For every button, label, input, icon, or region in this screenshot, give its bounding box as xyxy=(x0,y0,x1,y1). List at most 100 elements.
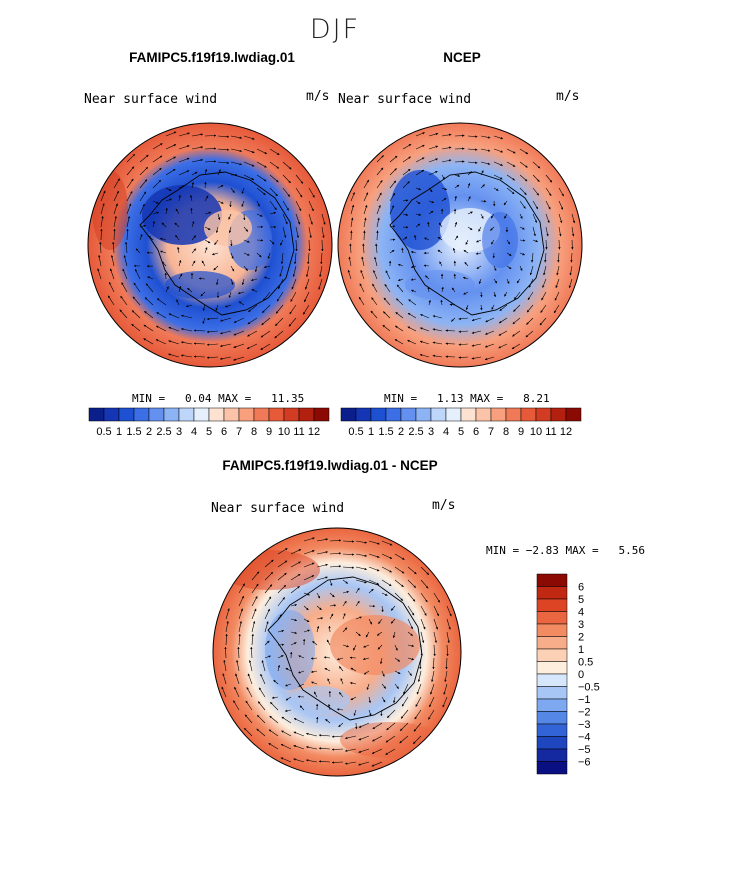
colorbar-label: 1 xyxy=(578,644,584,656)
wind-vector xyxy=(410,278,417,281)
wind-vector xyxy=(545,174,553,183)
wind-vector xyxy=(463,249,469,254)
wind-vector xyxy=(363,179,370,189)
wind-vector xyxy=(376,217,380,228)
wind-vector xyxy=(244,714,253,724)
wind-vector xyxy=(256,174,267,182)
wind-vector xyxy=(303,562,315,568)
wind-vector xyxy=(279,265,284,277)
wind-vector xyxy=(245,700,253,711)
wind-vector xyxy=(299,705,305,711)
map1-field xyxy=(88,123,332,367)
wind-vector xyxy=(143,324,154,332)
wind-vector xyxy=(390,618,396,624)
wind-vector xyxy=(376,180,383,189)
wind-vector xyxy=(318,747,331,750)
wind-vector xyxy=(261,317,271,326)
colorbar-label: 2.5 xyxy=(408,426,423,438)
colorbar-swatch xyxy=(505,407,522,422)
wind-vector xyxy=(139,234,143,241)
wind-vector xyxy=(462,276,469,280)
colorbar-label: −4 xyxy=(578,732,591,744)
colorbar-label: 3 xyxy=(428,426,434,438)
wind-vector xyxy=(293,718,305,724)
wind-vector xyxy=(260,330,271,338)
wind-vector xyxy=(250,646,253,659)
map2-border xyxy=(337,122,583,368)
wind-vector xyxy=(303,550,315,555)
colorbar-label: 2 xyxy=(398,426,404,438)
wind-vector xyxy=(307,252,310,265)
map3-border xyxy=(212,527,462,777)
wind-vector xyxy=(198,277,206,280)
wind-vector xyxy=(381,696,386,703)
wind-vector xyxy=(385,735,396,743)
wind-vector xyxy=(152,211,159,215)
wind-vector xyxy=(394,683,399,689)
wind-vector xyxy=(532,174,540,182)
wind-vector xyxy=(152,180,161,189)
wind-vector xyxy=(458,343,469,346)
wind-vector xyxy=(273,679,279,685)
wind-vector xyxy=(122,268,128,280)
wind-vector xyxy=(282,174,291,184)
wind-vector xyxy=(433,592,440,603)
wind-vector xyxy=(243,239,250,243)
wind-vector xyxy=(277,585,286,594)
wind-vector xyxy=(350,192,355,202)
wind-vector xyxy=(155,339,167,345)
colorbar-swatch xyxy=(536,661,568,675)
wind-vector xyxy=(571,226,575,237)
colorbar-label: 10 xyxy=(530,426,542,438)
wind-vector xyxy=(290,291,297,302)
wind-vector xyxy=(519,252,525,256)
wind-vector xyxy=(493,148,504,153)
wind-vector xyxy=(415,144,425,150)
wind-vector xyxy=(131,323,141,332)
wind-vector xyxy=(420,631,425,643)
wind-vector xyxy=(441,187,447,191)
wind-vector xyxy=(251,596,258,607)
colorbar-swatch xyxy=(238,407,255,422)
wind-vector xyxy=(329,592,335,598)
panel2-colorbar: 0.5 1 1.5 2 2.5 3 4 5 6 7 8 9 10 11 12 xyxy=(340,407,582,438)
wind-vector xyxy=(428,158,438,163)
wind-vector xyxy=(311,681,318,685)
wind-vector xyxy=(191,171,198,176)
wind-vector xyxy=(121,282,128,293)
wind-vector xyxy=(372,722,383,730)
wind-vector xyxy=(381,540,393,546)
wind-vector xyxy=(233,343,245,349)
panel2-min-value: 1.13 xyxy=(437,392,464,405)
wind-vector xyxy=(432,328,443,332)
wind-vector xyxy=(360,269,365,280)
wind-vector xyxy=(316,563,328,568)
wind-vector xyxy=(269,161,280,169)
wind-vector xyxy=(329,565,342,568)
colorbar-swatch xyxy=(536,611,568,625)
wind-vector xyxy=(110,255,115,267)
wind-vector xyxy=(513,291,521,300)
wind-vector xyxy=(264,572,273,581)
wind-vector xyxy=(126,216,131,228)
colorbar-swatch xyxy=(148,407,165,422)
wind-vector xyxy=(394,579,404,588)
wind-vector xyxy=(368,618,373,625)
wind-vector xyxy=(428,210,434,215)
wind-vector xyxy=(381,683,387,689)
wind-vector xyxy=(394,657,401,662)
wind-vector xyxy=(303,605,309,611)
wind-vector xyxy=(414,709,422,720)
wind-vector xyxy=(331,735,344,738)
wind-vector xyxy=(305,746,318,750)
colorbar-swatch xyxy=(535,407,552,422)
wind-vector xyxy=(419,353,430,358)
wind-vector xyxy=(498,343,508,349)
map1-antarctica-coast xyxy=(139,171,295,316)
wind-vector xyxy=(371,761,383,767)
wind-vector xyxy=(291,278,297,290)
colorbar-swatch xyxy=(355,407,372,422)
wind-vector xyxy=(147,276,154,280)
wind-vector xyxy=(432,354,443,358)
wind-vector xyxy=(176,299,180,306)
